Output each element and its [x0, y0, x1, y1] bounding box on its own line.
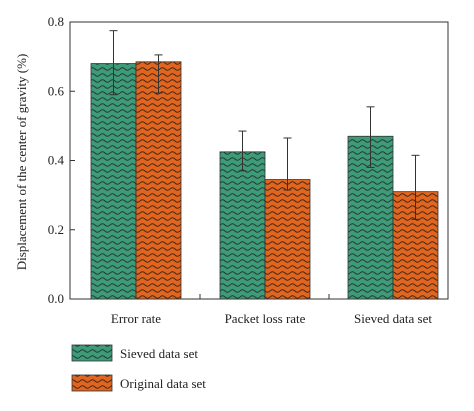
bar-sieved [90, 63, 137, 300]
bar-original [264, 179, 311, 300]
y-tick-label: 0.8 [48, 14, 64, 29]
x-tick-label: Packet loss rate [225, 311, 306, 326]
y-tick-label: 0.2 [48, 222, 64, 237]
legend-swatch-original [71, 374, 113, 392]
bar-sieved [219, 151, 266, 300]
x-tick-label: Sieved data set [354, 311, 432, 326]
legend-label: Original data set [120, 376, 206, 391]
legend: Sieved data set Original data set [71, 344, 206, 392]
bar-original [135, 61, 182, 300]
legend-label: Sieved data set [120, 346, 198, 361]
y-tick-label: 0.0 [48, 291, 64, 306]
plot-area: 0.0 0.2 0.4 0.6 0.8 Error rate Packet loss rat… [48, 14, 449, 326]
legend-swatch-sieved [71, 344, 113, 362]
y-tick-label: 0.4 [48, 153, 65, 168]
y-axis-title: Displacement of the center of gravity (%… [14, 54, 29, 271]
y-tick-label: 0.6 [48, 83, 65, 98]
x-tick-label: Error rate [111, 311, 161, 326]
